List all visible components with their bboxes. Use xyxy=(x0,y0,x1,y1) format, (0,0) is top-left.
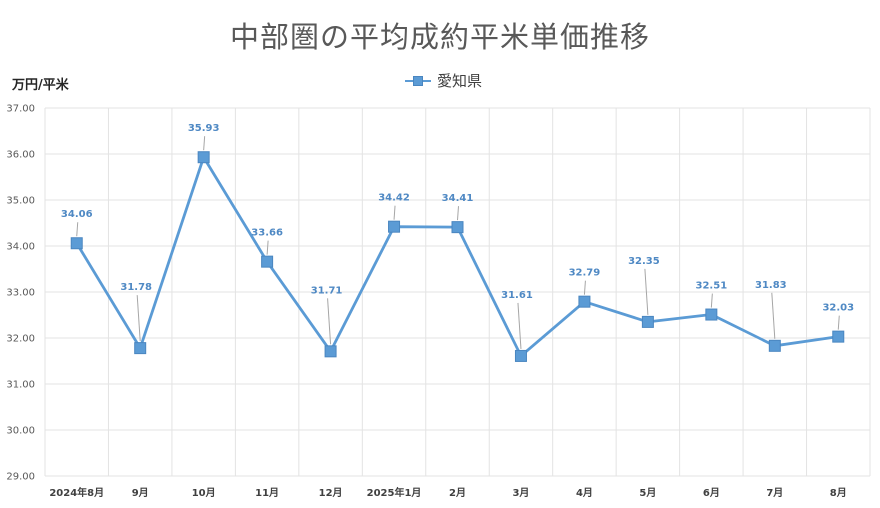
leader-line xyxy=(393,205,396,220)
data-point xyxy=(197,151,210,164)
y-tick-label: 31.00 xyxy=(6,380,35,391)
data-label: 34.41 xyxy=(442,193,474,204)
data-label: 34.42 xyxy=(378,193,410,204)
legend-marker-icon xyxy=(405,75,431,87)
y-tick-label: 30.00 xyxy=(6,426,35,437)
legend: 愛知県 xyxy=(405,70,482,91)
leader-line xyxy=(203,136,206,151)
leader-line xyxy=(644,268,649,315)
data-point xyxy=(768,339,781,352)
data-point xyxy=(261,255,274,268)
x-tick-label: 5月 xyxy=(639,487,656,499)
data-point xyxy=(70,237,83,250)
data-label: 32.35 xyxy=(628,256,660,267)
leader-line xyxy=(771,292,776,339)
x-tick-label: 4月 xyxy=(576,487,593,499)
data-label: 32.03 xyxy=(822,303,854,314)
leader-line xyxy=(136,295,141,342)
chart-title: 中部圏の平均成約平米単価推移 xyxy=(229,20,650,54)
x-tick-label: 2024年8月 xyxy=(49,486,104,499)
y-tick-label: 34.00 xyxy=(6,242,35,253)
leader-line xyxy=(837,315,840,330)
data-label: 33.66 xyxy=(251,228,283,239)
data-label: 35.93 xyxy=(188,123,220,134)
x-tick-label: 3月 xyxy=(512,487,529,499)
y-axis-unit-label: 万円/平米 xyxy=(12,78,69,93)
x-tick-label: 9月 xyxy=(132,487,149,499)
leader-line xyxy=(76,222,79,237)
legend-label: 愛知県 xyxy=(437,72,483,90)
y-tick-label: 35.00 xyxy=(6,196,35,207)
data-label: 31.83 xyxy=(755,280,787,291)
x-tick-label: 7月 xyxy=(766,487,783,499)
data-point xyxy=(578,295,591,308)
y-tick-label: 33.00 xyxy=(6,288,35,299)
data-label: 32.79 xyxy=(569,268,601,279)
y-tick-label: 32.00 xyxy=(6,334,35,345)
leader-line xyxy=(517,302,522,349)
y-tick-label: 37.00 xyxy=(6,104,35,115)
x-tick-label: 10月 xyxy=(192,487,216,499)
data-label: 34.06 xyxy=(61,209,93,220)
data-label: 31.71 xyxy=(311,285,343,296)
x-tick-label: 2月 xyxy=(449,487,466,499)
data-point xyxy=(324,345,337,358)
data-point xyxy=(388,220,401,233)
leader-line xyxy=(327,298,332,345)
x-tick-label: 2025年1月 xyxy=(367,486,422,499)
leader-line xyxy=(266,240,269,255)
data-point xyxy=(641,315,654,328)
data-label: 32.51 xyxy=(696,281,728,292)
x-tick-label: 6月 xyxy=(703,487,720,499)
data-point xyxy=(134,342,147,355)
leader-line xyxy=(457,206,459,221)
series-line xyxy=(75,155,839,358)
data-point xyxy=(705,308,718,321)
data-point xyxy=(832,330,845,343)
x-tick-label: 8月 xyxy=(830,487,847,499)
data-point xyxy=(451,221,464,234)
data-point xyxy=(514,349,527,362)
x-tick-label: 11月 xyxy=(255,487,279,499)
data-label: 31.61 xyxy=(501,290,533,301)
x-tick-label: 12月 xyxy=(319,487,343,499)
leader-line xyxy=(710,293,713,308)
leader-line xyxy=(583,280,586,295)
y-tick-label: 29.00 xyxy=(6,472,35,483)
data-label: 31.78 xyxy=(120,282,152,293)
y-tick-label: 36.00 xyxy=(6,150,35,161)
